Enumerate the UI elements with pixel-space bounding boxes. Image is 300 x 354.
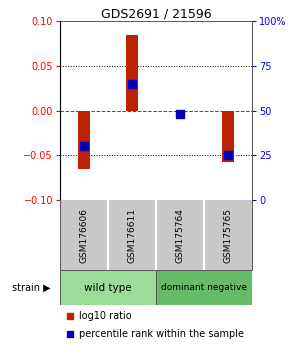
Point <box>178 112 182 117</box>
Bar <box>126 35 138 111</box>
Point <box>67 332 72 337</box>
Bar <box>156 270 252 306</box>
Text: GSM176606: GSM176606 <box>80 208 88 263</box>
Text: log10 ratio: log10 ratio <box>79 311 132 321</box>
Text: dominant negative: dominant negative <box>161 283 247 292</box>
Title: GDS2691 / 21596: GDS2691 / 21596 <box>101 7 211 20</box>
Bar <box>60 270 156 306</box>
Point <box>82 144 86 149</box>
Point <box>226 153 230 158</box>
Text: GSM175764: GSM175764 <box>176 208 184 263</box>
Text: strain ▶: strain ▶ <box>12 283 50 293</box>
Text: GSM176611: GSM176611 <box>128 208 136 263</box>
Point <box>130 81 134 87</box>
Text: GSM175765: GSM175765 <box>224 208 232 263</box>
Bar <box>174 111 186 113</box>
Point <box>67 313 72 319</box>
Bar <box>222 111 234 162</box>
Bar <box>78 111 90 169</box>
Text: percentile rank within the sample: percentile rank within the sample <box>79 330 244 339</box>
Text: wild type: wild type <box>84 283 132 293</box>
